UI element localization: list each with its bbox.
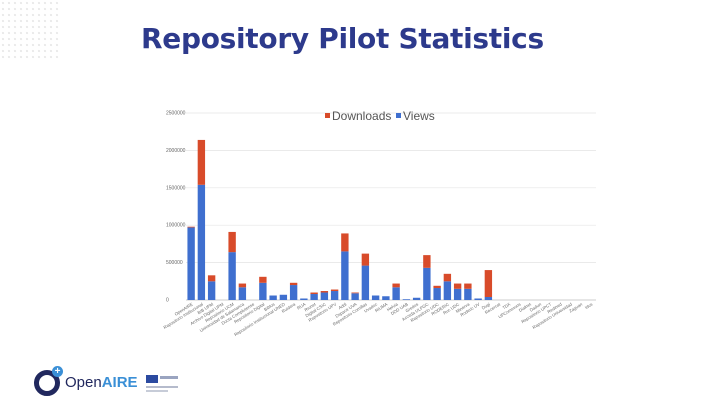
- bar-downloads: [443, 273, 452, 282]
- bar-views: [279, 294, 288, 300]
- bar-views: [443, 281, 452, 300]
- bar-views: [197, 184, 206, 300]
- x-category-label: Dugi: [481, 302, 491, 311]
- y-axis-tick-labels: 0 500000 1000000 1500000 2000000 2500000: [166, 111, 186, 304]
- bar-views: [371, 295, 380, 300]
- slide-title: Repository Pilot Statistics: [141, 22, 544, 55]
- bar-downloads: [392, 283, 400, 288]
- x-category-label: Dadun: [529, 301, 543, 312]
- x-category-label: TDX: [501, 302, 511, 311]
- legend-swatch-views: [396, 113, 401, 118]
- bar-views: [412, 297, 421, 300]
- logo-plus-icon: +: [52, 366, 63, 377]
- bar-downloads: [207, 275, 216, 282]
- bar-views: [310, 294, 318, 300]
- bar-views: [330, 291, 339, 300]
- bar-views: [474, 298, 482, 300]
- bar-downloads: [423, 255, 431, 268]
- x-category-label: RIUMA: [374, 302, 389, 314]
- bar-views: [433, 288, 441, 300]
- bar-views: [453, 288, 462, 300]
- legend-label-views: Views: [403, 109, 435, 123]
- x-category-label: Dialnet: [518, 301, 533, 313]
- bar-downloads: [341, 233, 349, 252]
- bar-views: [228, 252, 236, 300]
- bar-downloads: [453, 283, 462, 289]
- logo-aire-text: AIRE: [101, 374, 138, 391]
- y-tick-label: 2000000: [166, 148, 186, 154]
- bar-views: [269, 295, 277, 300]
- y-tick-label: 500000: [166, 260, 183, 266]
- bar-downloads: [238, 283, 247, 288]
- bar-views: [341, 251, 349, 300]
- bar-downloads: [259, 276, 267, 283]
- openaire-logo: + OpenAIRE: [34, 366, 144, 396]
- bar-views: [361, 265, 370, 300]
- bar-downloads: [484, 270, 493, 298]
- x-category-label: Biblos: [263, 302, 276, 312]
- y-tick-label: 1500000: [166, 185, 186, 191]
- bar-views: [423, 267, 431, 300]
- bar-views: [289, 285, 298, 300]
- bar-downloads: [464, 283, 472, 289]
- x-category-label: Addi: [337, 302, 347, 311]
- legend-swatch-downloads: [325, 113, 330, 118]
- bar-views: [392, 287, 400, 300]
- bar-downloads: [228, 231, 236, 253]
- bar-views: [259, 282, 267, 300]
- bar-views: [351, 293, 359, 300]
- bar-views: [382, 296, 390, 300]
- bar-views: [484, 297, 493, 300]
- bar-views: [300, 298, 308, 300]
- bar-views: [464, 288, 472, 300]
- x-category-label: Helvia: [386, 301, 399, 312]
- eu-funding-badge: [146, 375, 180, 393]
- chart-gridlines: [186, 112, 596, 301]
- logo-wordmark: OpenAIRE: [65, 374, 138, 391]
- logo-open-text: Open: [65, 374, 102, 391]
- bar-downloads: [330, 289, 339, 292]
- bar-views: [187, 227, 195, 300]
- y-tick-label: 0: [166, 298, 169, 304]
- y-tick-label: 2500000: [166, 111, 186, 117]
- bar-views: [207, 281, 216, 300]
- bar-downloads: [320, 291, 329, 293]
- bar-downloads: [433, 285, 441, 289]
- chart-bars: [187, 139, 493, 300]
- eu-flag-icon: [146, 375, 158, 383]
- bar-downloads: [197, 139, 206, 185]
- decorative-dot-pattern: [0, 0, 60, 60]
- x-category-label: Idus: [584, 302, 594, 311]
- x-category-label: Gredos: [405, 302, 420, 314]
- y-tick-label: 1000000: [166, 223, 186, 229]
- bar-views: [402, 299, 411, 300]
- legend-label-downloads: Downloads: [332, 109, 391, 123]
- x-category-label: Riunet: [303, 301, 317, 312]
- bar-downloads: [310, 292, 318, 295]
- bar-views: [320, 292, 329, 300]
- bar-downloads: [289, 282, 298, 286]
- x-category-label: RUA: [296, 302, 306, 311]
- bar-downloads: [361, 253, 370, 266]
- chart-legend: Downloads Views: [325, 109, 435, 123]
- bar-downloads: [351, 292, 359, 294]
- logo-ring-icon: [34, 370, 60, 396]
- bar-views: [238, 287, 247, 300]
- bar-downloads: [187, 226, 195, 228]
